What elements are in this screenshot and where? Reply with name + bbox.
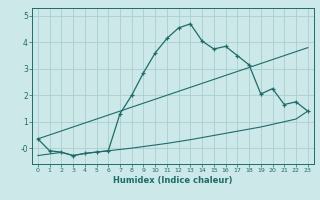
X-axis label: Humidex (Indice chaleur): Humidex (Indice chaleur) <box>113 176 233 185</box>
